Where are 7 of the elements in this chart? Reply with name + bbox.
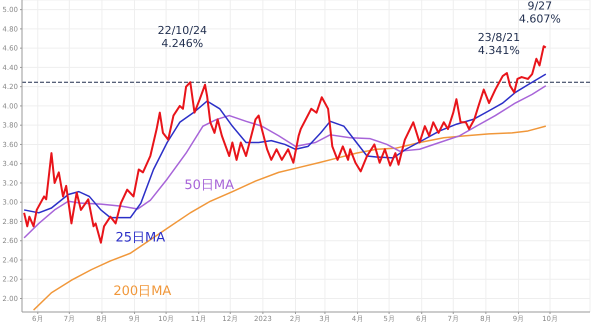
line-series [23,73,547,218]
annotation: 23/8/21 4.341% [478,31,520,58]
series-label: 50日MA [184,178,234,194]
series-label: 200日MA [113,284,172,299]
annotation: 9/27 4.607% [518,0,561,26]
line-series [32,125,547,311]
annotation: 22/10/24 4.246% [158,24,207,50]
